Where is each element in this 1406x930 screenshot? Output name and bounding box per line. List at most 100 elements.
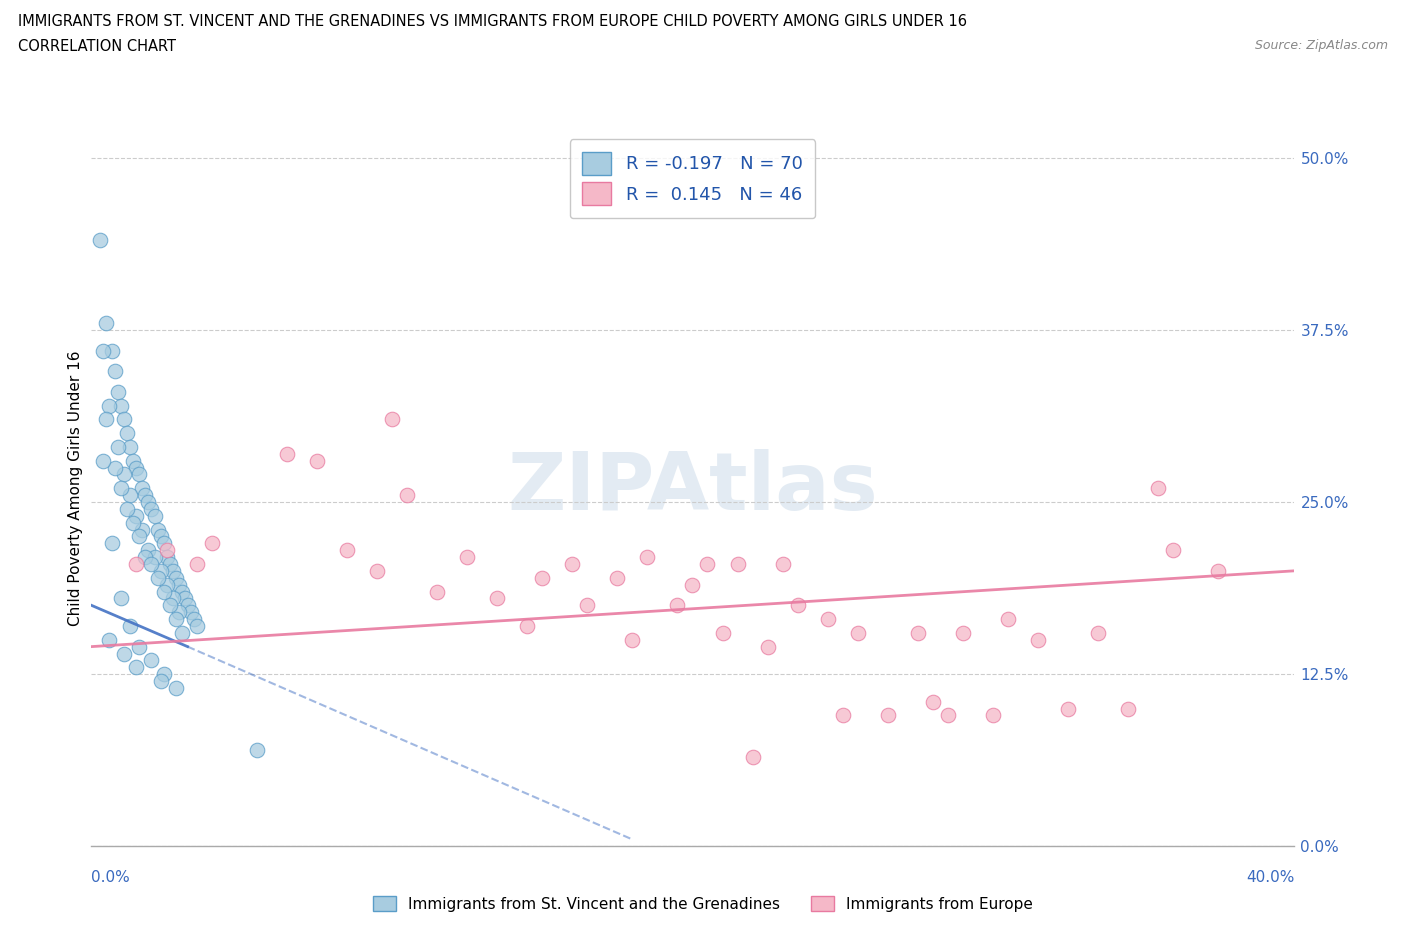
Point <box>176 598 198 613</box>
Point <box>149 529 172 544</box>
Point <box>516 618 538 633</box>
Point <box>131 522 153 537</box>
Point <box>101 343 124 358</box>
Point <box>143 509 166 524</box>
Point <box>117 426 139 441</box>
Point <box>876 708 898 723</box>
Point <box>531 570 554 585</box>
Point <box>846 625 869 640</box>
Point <box>165 681 187 696</box>
Point <box>636 550 658 565</box>
Text: IMMIGRANTS FROM ST. VINCENT AND THE GRENADINES VS IMMIGRANTS FROM EUROPE CHILD P: IMMIGRANTS FROM ST. VINCENT AND THE GREN… <box>18 14 967 29</box>
Point <box>173 591 195 605</box>
Text: CORRELATION CHART: CORRELATION CHART <box>18 39 176 54</box>
Point <box>128 639 150 654</box>
Text: 0.0%: 0.0% <box>91 870 131 884</box>
Point <box>165 612 187 627</box>
Point <box>167 578 190 592</box>
Point <box>96 412 118 427</box>
Point <box>1208 564 1230 578</box>
Point <box>183 612 205 627</box>
Point <box>98 398 121 413</box>
Point <box>96 315 118 330</box>
Point <box>122 515 145 530</box>
Point <box>162 591 184 605</box>
Point <box>817 612 839 627</box>
Point <box>134 487 156 502</box>
Point <box>741 750 763 764</box>
Point <box>155 550 177 565</box>
Point <box>981 708 1004 723</box>
Point <box>117 501 139 516</box>
Point <box>138 495 160 510</box>
Point <box>621 632 644 647</box>
Point <box>381 412 404 427</box>
Point <box>114 412 136 427</box>
Point <box>336 543 359 558</box>
Point <box>114 467 136 482</box>
Point <box>711 625 734 640</box>
Point <box>155 543 177 558</box>
Point <box>122 453 145 468</box>
Point <box>101 536 124 551</box>
Point <box>120 440 142 455</box>
Point <box>125 460 148 475</box>
Point <box>456 550 478 565</box>
Point <box>159 556 181 571</box>
Point <box>201 536 224 551</box>
Y-axis label: Child Poverty Among Girls Under 16: Child Poverty Among Girls Under 16 <box>67 351 83 626</box>
Point <box>1057 701 1080 716</box>
Point <box>114 646 136 661</box>
Point <box>125 509 148 524</box>
Text: Source: ZipAtlas.com: Source: ZipAtlas.com <box>1254 39 1388 52</box>
Point <box>152 584 174 599</box>
Point <box>93 343 115 358</box>
Point <box>180 604 202 619</box>
Point <box>155 578 177 592</box>
Point <box>159 598 181 613</box>
Point <box>786 598 808 613</box>
Point <box>141 653 163 668</box>
Point <box>681 578 703 592</box>
Point <box>110 481 132 496</box>
Point <box>167 604 190 619</box>
Point <box>107 440 129 455</box>
Point <box>997 612 1019 627</box>
Point <box>606 570 628 585</box>
Point <box>1116 701 1139 716</box>
Point <box>276 446 298 461</box>
Point <box>104 364 127 379</box>
Point <box>186 618 208 633</box>
Point <box>162 564 184 578</box>
Point <box>143 550 166 565</box>
Point <box>110 398 132 413</box>
Point <box>125 556 148 571</box>
Point <box>576 598 599 613</box>
Point <box>138 543 160 558</box>
Point <box>152 667 174 682</box>
Legend: Immigrants from St. Vincent and the Grenadines, Immigrants from Europe: Immigrants from St. Vincent and the Gren… <box>367 889 1039 918</box>
Point <box>141 501 163 516</box>
Point <box>395 487 418 502</box>
Point <box>922 695 945 710</box>
Point <box>936 708 959 723</box>
Point <box>146 522 169 537</box>
Point <box>128 467 150 482</box>
Point <box>131 481 153 496</box>
Point <box>696 556 718 571</box>
Point <box>561 556 583 571</box>
Point <box>98 632 121 647</box>
Point <box>134 550 156 565</box>
Point <box>89 232 111 247</box>
Point <box>727 556 749 571</box>
Point <box>120 487 142 502</box>
Point <box>152 536 174 551</box>
Point <box>772 556 794 571</box>
Point <box>149 564 172 578</box>
Point <box>305 453 328 468</box>
Point <box>246 742 269 757</box>
Point <box>1026 632 1049 647</box>
Point <box>1087 625 1109 640</box>
Point <box>1161 543 1184 558</box>
Point <box>110 591 132 605</box>
